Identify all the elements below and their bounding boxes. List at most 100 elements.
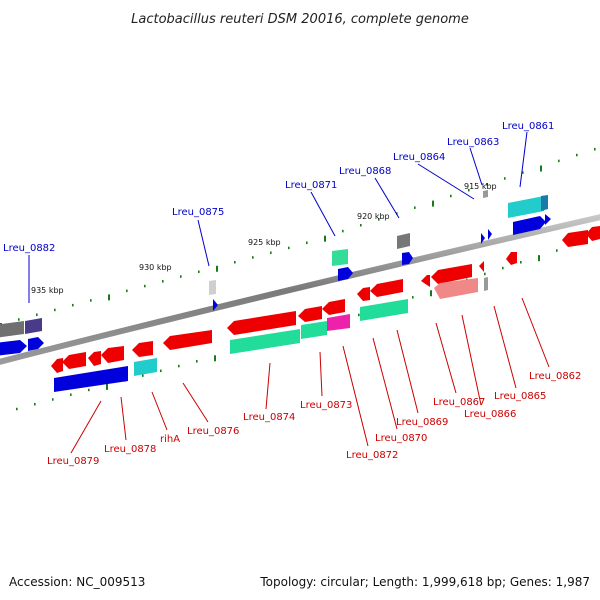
gene-label[interactable]: Lreu_0866 (464, 409, 516, 420)
kbp-marker-930: 930 kbp (139, 263, 172, 272)
gene-label[interactable]: Lreu_0865 (494, 391, 546, 402)
scale-tick (36, 313, 38, 316)
scale-tick (324, 235, 326, 242)
gene-label[interactable]: Lreu_0861 (502, 121, 554, 132)
gene-block[interactable] (25, 318, 42, 334)
scale-tick (214, 355, 216, 362)
kbp-marker-915: 915 kbp (464, 182, 497, 191)
scale-tick (196, 360, 198, 363)
gene-label[interactable]: rihA (160, 434, 180, 445)
gene-arrow[interactable] (421, 275, 430, 287)
gene-label[interactable]: Lreu_0870 (375, 433, 427, 444)
gene-label[interactable]: Lreu_0869 (396, 417, 448, 428)
gene-label[interactable]: Lreu_0862 (529, 371, 581, 382)
gene-arrow[interactable] (357, 287, 370, 301)
gene-label[interactable]: Lreu_0873 (300, 400, 352, 411)
forward-features (0, 190, 548, 338)
gene-arrow[interactable] (101, 346, 124, 363)
scale-tick (484, 272, 486, 276)
scale-tick (360, 224, 362, 227)
gene-arrow[interactable] (506, 252, 517, 265)
scale-tick (468, 188, 470, 192)
scale-tick (180, 275, 182, 278)
gene-block[interactable] (301, 321, 327, 339)
gene-block[interactable] (134, 358, 157, 376)
gene-arrow[interactable] (322, 299, 345, 315)
gene-arrow[interactable] (586, 226, 600, 241)
gene-arrow[interactable] (338, 267, 353, 281)
gene-label[interactable]: Lreu_0874 (243, 412, 295, 423)
scale-tick (288, 246, 290, 250)
scale-tick (160, 369, 162, 373)
scale-tick (18, 318, 20, 321)
scale-tick (16, 407, 18, 411)
gene-block[interactable] (360, 299, 408, 321)
scale-tick (342, 229, 344, 233)
gene-block[interactable] (209, 280, 216, 295)
gene-arrow[interactable] (163, 330, 212, 350)
gene-label[interactable]: Lreu_0875 (172, 207, 224, 218)
scale-tick (558, 159, 560, 163)
scale-tick (502, 266, 504, 270)
gene-block[interactable] (541, 195, 548, 211)
scale-tick (594, 147, 596, 151)
scale-tick (52, 398, 54, 401)
gene-arrow[interactable] (370, 279, 403, 297)
kbp-marker-935: 935 kbp (31, 286, 64, 295)
gene-arrow[interactable] (431, 264, 472, 284)
gene-label[interactable]: Lreu_0868 (339, 166, 391, 177)
gene-arrow[interactable] (88, 351, 101, 366)
gene-block[interactable] (483, 190, 488, 198)
scale-tick (126, 289, 128, 293)
gene-arrow[interactable] (562, 230, 588, 247)
scale-tick (88, 388, 90, 392)
gene-arrow[interactable] (132, 341, 153, 357)
scale-tick (178, 364, 180, 368)
genome-backbone (0, 214, 600, 365)
gene-label[interactable]: Lreu_0879 (47, 456, 99, 467)
gene-arrow[interactable] (62, 352, 86, 369)
gene-label[interactable]: Lreu_0867 (433, 397, 485, 408)
gene-arrow[interactable] (298, 306, 322, 322)
reverse-leader-lines (70, 297, 550, 454)
gene-label[interactable]: Lreu_0871 (285, 180, 337, 191)
scale-tick (234, 260, 236, 264)
gene-arrow[interactable] (51, 358, 63, 373)
scale-tick (430, 290, 432, 297)
gene-label[interactable]: Lreu_0864 (393, 152, 445, 163)
gene-block[interactable] (484, 277, 488, 291)
gene-arrow[interactable] (227, 311, 296, 335)
gene-arrow[interactable] (213, 299, 218, 311)
gene-label[interactable]: Lreu_0863 (447, 137, 499, 148)
scale-tick (72, 303, 74, 307)
scale-tick (162, 280, 164, 283)
gene-block[interactable] (230, 329, 300, 354)
scale-tick (144, 284, 146, 288)
gene-arrow[interactable] (513, 216, 546, 235)
gene-arrow[interactable] (479, 261, 484, 272)
gene-label[interactable]: Lreu_0878 (104, 444, 156, 455)
gene-block[interactable] (397, 233, 410, 249)
gene-arrow[interactable] (488, 229, 492, 240)
scale-tick (412, 296, 414, 299)
gene-arrow[interactable] (545, 214, 551, 225)
gene-arrow[interactable] (28, 337, 44, 351)
scale-tick (378, 218, 380, 221)
kbp-marker-920: 920 kbp (357, 212, 390, 221)
gene-block[interactable] (327, 314, 350, 331)
scale-tick (540, 165, 542, 172)
forward-arrows (0, 214, 551, 356)
reverse-labels: Lreu_0879 Lreu_0878 rihA Lreu_0876 Lreu_… (47, 371, 581, 467)
scale-tick (108, 294, 110, 301)
gene-block[interactable] (54, 366, 128, 392)
gene-arrow[interactable] (402, 252, 413, 265)
gene-block[interactable] (0, 321, 24, 338)
gene-arrow[interactable] (481, 233, 485, 244)
gene-label[interactable]: Lreu_0882 (3, 243, 55, 254)
gene-arrow[interactable] (434, 278, 478, 299)
gene-label[interactable]: Lreu_0872 (346, 450, 398, 461)
gene-label[interactable]: Lreu_0876 (187, 426, 239, 437)
gene-arrow[interactable] (0, 340, 27, 356)
gene-block[interactable] (332, 249, 348, 266)
gene-block[interactable] (508, 196, 544, 218)
